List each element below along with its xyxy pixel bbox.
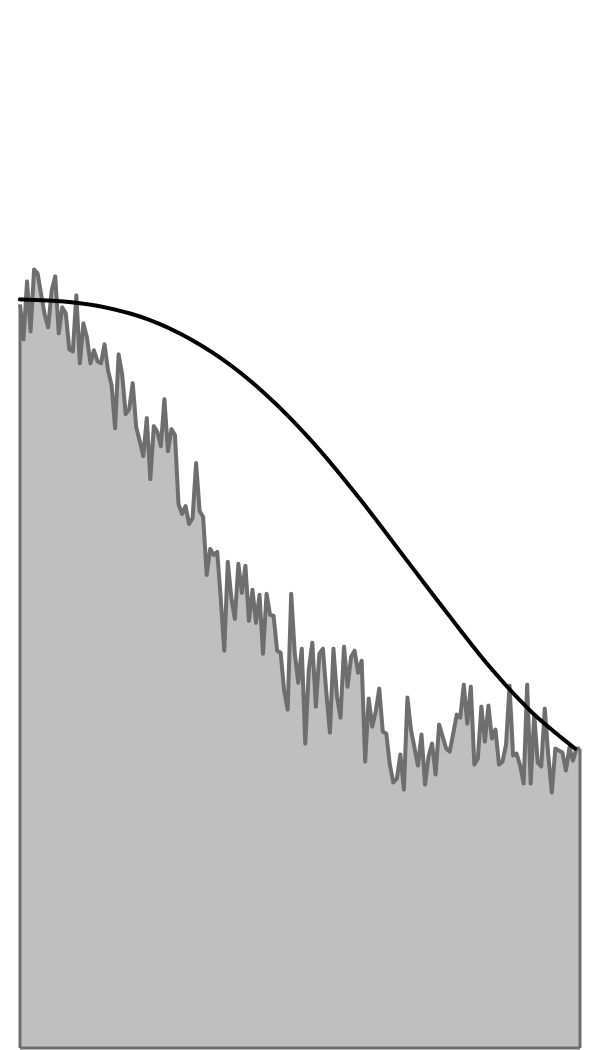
noisy-series-line — [18, 267, 580, 795]
noisy-area-fill — [20, 269, 580, 1048]
smooth-trend-line — [18, 297, 577, 751]
line-layer — [18, 267, 582, 1050]
area-layer — [20, 269, 580, 1048]
